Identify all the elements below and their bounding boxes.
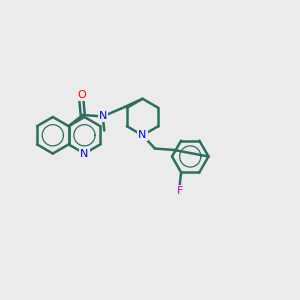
Text: F: F bbox=[176, 185, 183, 196]
Text: N: N bbox=[80, 148, 88, 158]
Text: O: O bbox=[77, 90, 86, 100]
Text: N: N bbox=[99, 111, 107, 122]
Text: N: N bbox=[138, 130, 147, 140]
